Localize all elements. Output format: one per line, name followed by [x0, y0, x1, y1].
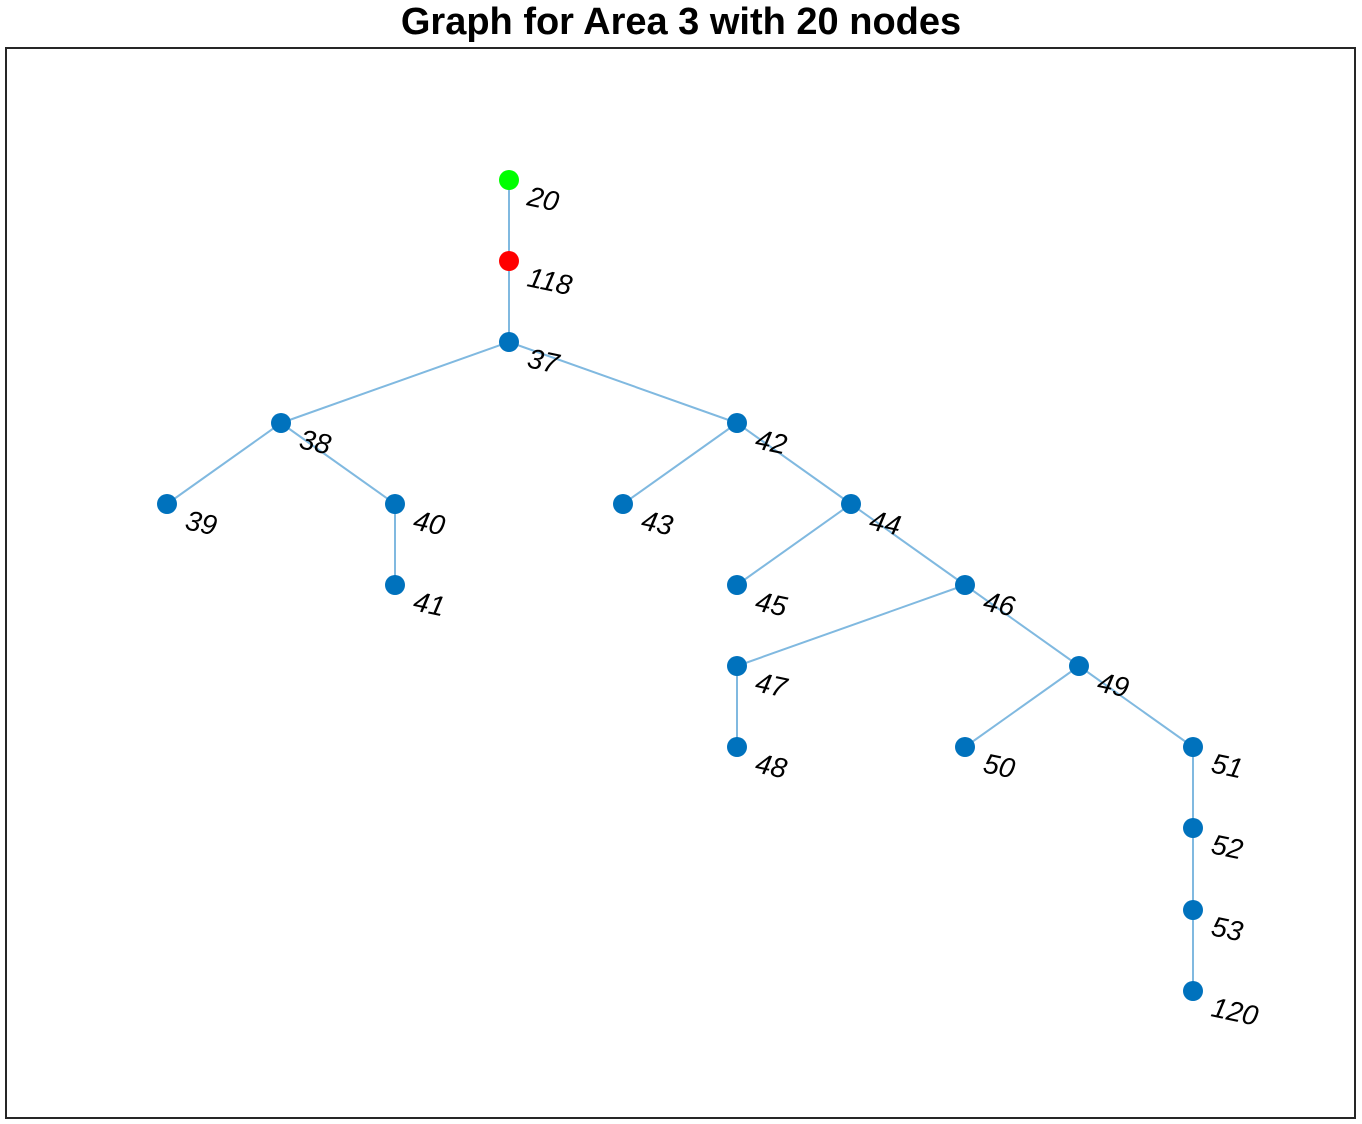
node-label-45: 45 [753, 586, 790, 623]
node-51 [1183, 737, 1203, 757]
node-53 [1183, 900, 1203, 920]
node-118 [499, 251, 519, 271]
node-label-49: 49 [1095, 667, 1132, 704]
edge-46-49 [964, 584, 1080, 667]
graph-title: Graph for Area 3 with 20 nodes [400, 1, 962, 43]
node-label-47: 47 [753, 667, 791, 704]
node-39 [157, 494, 177, 514]
node-label-48: 48 [753, 748, 790, 785]
node-50 [955, 737, 975, 757]
edge-37-42 [508, 341, 738, 424]
node-48 [727, 737, 747, 757]
edge-37-38 [280, 341, 510, 424]
edge-42-43 [622, 422, 738, 505]
edge-44-46 [850, 503, 966, 586]
node-44 [841, 494, 861, 514]
node-label-40: 40 [411, 505, 448, 542]
node-45 [727, 575, 747, 595]
node-20 [499, 170, 519, 190]
edges-layer [166, 180, 1194, 991]
nodes-layer [157, 170, 1203, 1001]
node-label-46: 46 [981, 586, 1018, 623]
node-label-41: 41 [411, 586, 448, 623]
edge-44-45 [736, 503, 852, 586]
edge-38-39 [166, 422, 282, 505]
node-41 [385, 575, 405, 595]
node-label-43: 43 [639, 505, 676, 542]
labels-layer: 20 118 37 38 42 39 40 43 44 41 45 46 47 49 48 50 51 52 53 1… [183, 180, 1262, 1031]
node-42 [727, 413, 747, 433]
node-label-20: 20 [524, 180, 562, 217]
node-label-120: 120 [1209, 992, 1262, 1032]
node-120 [1183, 981, 1203, 1001]
edge-49-50 [964, 665, 1080, 748]
node-label-42: 42 [753, 424, 790, 461]
edge-42-44 [736, 422, 852, 505]
plot-frame [5, 47, 1356, 1119]
node-label-51: 51 [1209, 748, 1246, 785]
node-38 [271, 413, 291, 433]
node-49 [1069, 656, 1089, 676]
edge-38-40 [280, 422, 396, 505]
node-label-38: 38 [297, 424, 334, 461]
node-52 [1183, 818, 1203, 838]
node-46 [955, 575, 975, 595]
edge-49-51 [1078, 665, 1194, 748]
node-label-50: 50 [981, 748, 1018, 785]
node-label-118: 118 [525, 262, 576, 302]
edge-46-47 [736, 584, 966, 667]
node-label-39: 39 [183, 505, 220, 542]
node-40 [385, 494, 405, 514]
node-label-53: 53 [1209, 911, 1246, 948]
node-label-37: 37 [525, 343, 563, 380]
node-label-44: 44 [867, 505, 904, 542]
node-37 [499, 332, 519, 352]
node-43 [613, 494, 633, 514]
node-label-52: 52 [1209, 829, 1246, 866]
node-47 [727, 656, 747, 676]
